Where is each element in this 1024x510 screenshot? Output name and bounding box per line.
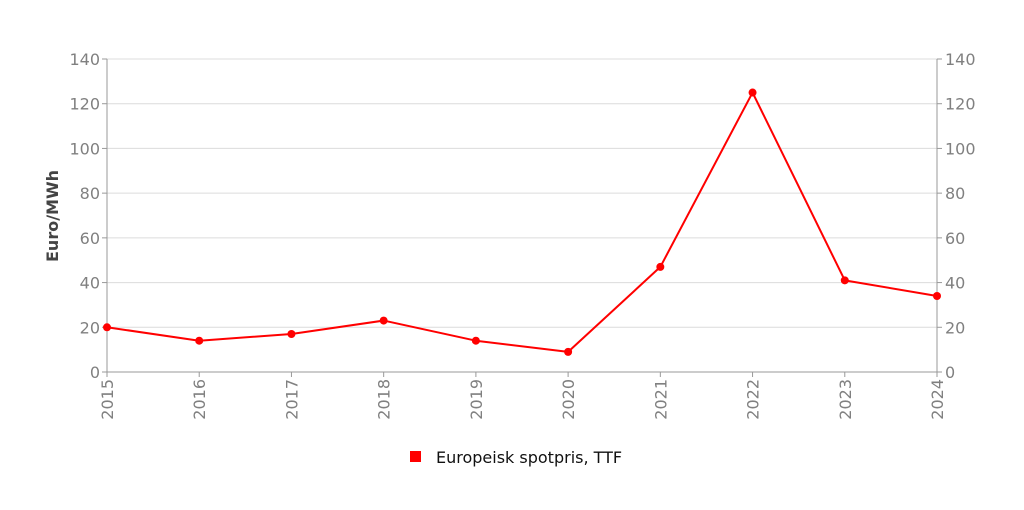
left-y-tick-label: 20 xyxy=(80,318,100,337)
x-tick-label: 2019 xyxy=(467,379,486,420)
data-point xyxy=(656,262,665,271)
right-y-tick-label: 40 xyxy=(945,274,965,293)
x-tick-label: 2018 xyxy=(375,379,394,420)
right-y-tick-label: 80 xyxy=(945,184,965,203)
data-point xyxy=(471,336,480,345)
x-tick-label: 2021 xyxy=(651,379,670,420)
right-y-axis-ticks: 0 20 40 60 80 100 120 140 xyxy=(937,50,976,382)
x-tick-label: 2024 xyxy=(928,379,947,420)
left-y-tick-label: 80 xyxy=(80,184,100,203)
right-y-tick-label: 60 xyxy=(945,229,965,248)
series xyxy=(103,88,941,356)
x-axis-ticks: 2015 2016 2017 2018 2019 2020 2021 2022 2023 2024 xyxy=(98,372,947,420)
left-y-tick-label: 140 xyxy=(69,50,100,69)
right-y-tick-label: 20 xyxy=(945,318,965,337)
data-point xyxy=(840,276,849,285)
left-y-tick-label: 120 xyxy=(69,95,100,114)
left-y-tick-label: 0 xyxy=(90,363,100,382)
left-y-tick-label: 100 xyxy=(69,139,100,158)
left-y-axis-ticks: 0 20 40 60 80 100 120 140 xyxy=(69,50,107,382)
data-point xyxy=(103,323,111,332)
data-point xyxy=(748,88,757,97)
left-y-tick-label: 40 xyxy=(80,274,100,293)
x-tick-label: 2017 xyxy=(282,379,301,420)
gridlines xyxy=(107,58,937,328)
legend-swatch xyxy=(410,451,421,462)
x-tick-label: 2023 xyxy=(836,379,855,420)
series-line xyxy=(106,91,938,353)
left-y-tick-label: 60 xyxy=(80,229,100,248)
data-point xyxy=(564,347,573,356)
x-tick-label: 2015 xyxy=(98,379,117,420)
x-tick-label: 2016 xyxy=(190,379,209,420)
data-point xyxy=(379,316,388,325)
right-y-tick-label: 0 xyxy=(945,363,955,382)
x-tick-label: 2020 xyxy=(559,379,578,420)
axes xyxy=(106,59,938,373)
right-y-tick-label: 100 xyxy=(945,139,976,158)
right-y-tick-label: 120 xyxy=(945,95,976,114)
legend: Europeisk spotpris, TTF xyxy=(410,448,622,467)
x-tick-label: 2022 xyxy=(744,379,763,420)
data-point xyxy=(195,336,204,345)
legend-label: Europeisk spotpris, TTF xyxy=(436,448,622,467)
right-y-tick-label: 140 xyxy=(945,50,976,69)
data-point xyxy=(287,329,296,338)
y-axis-title: Euro/MWh xyxy=(43,170,62,262)
data-point xyxy=(933,291,941,300)
